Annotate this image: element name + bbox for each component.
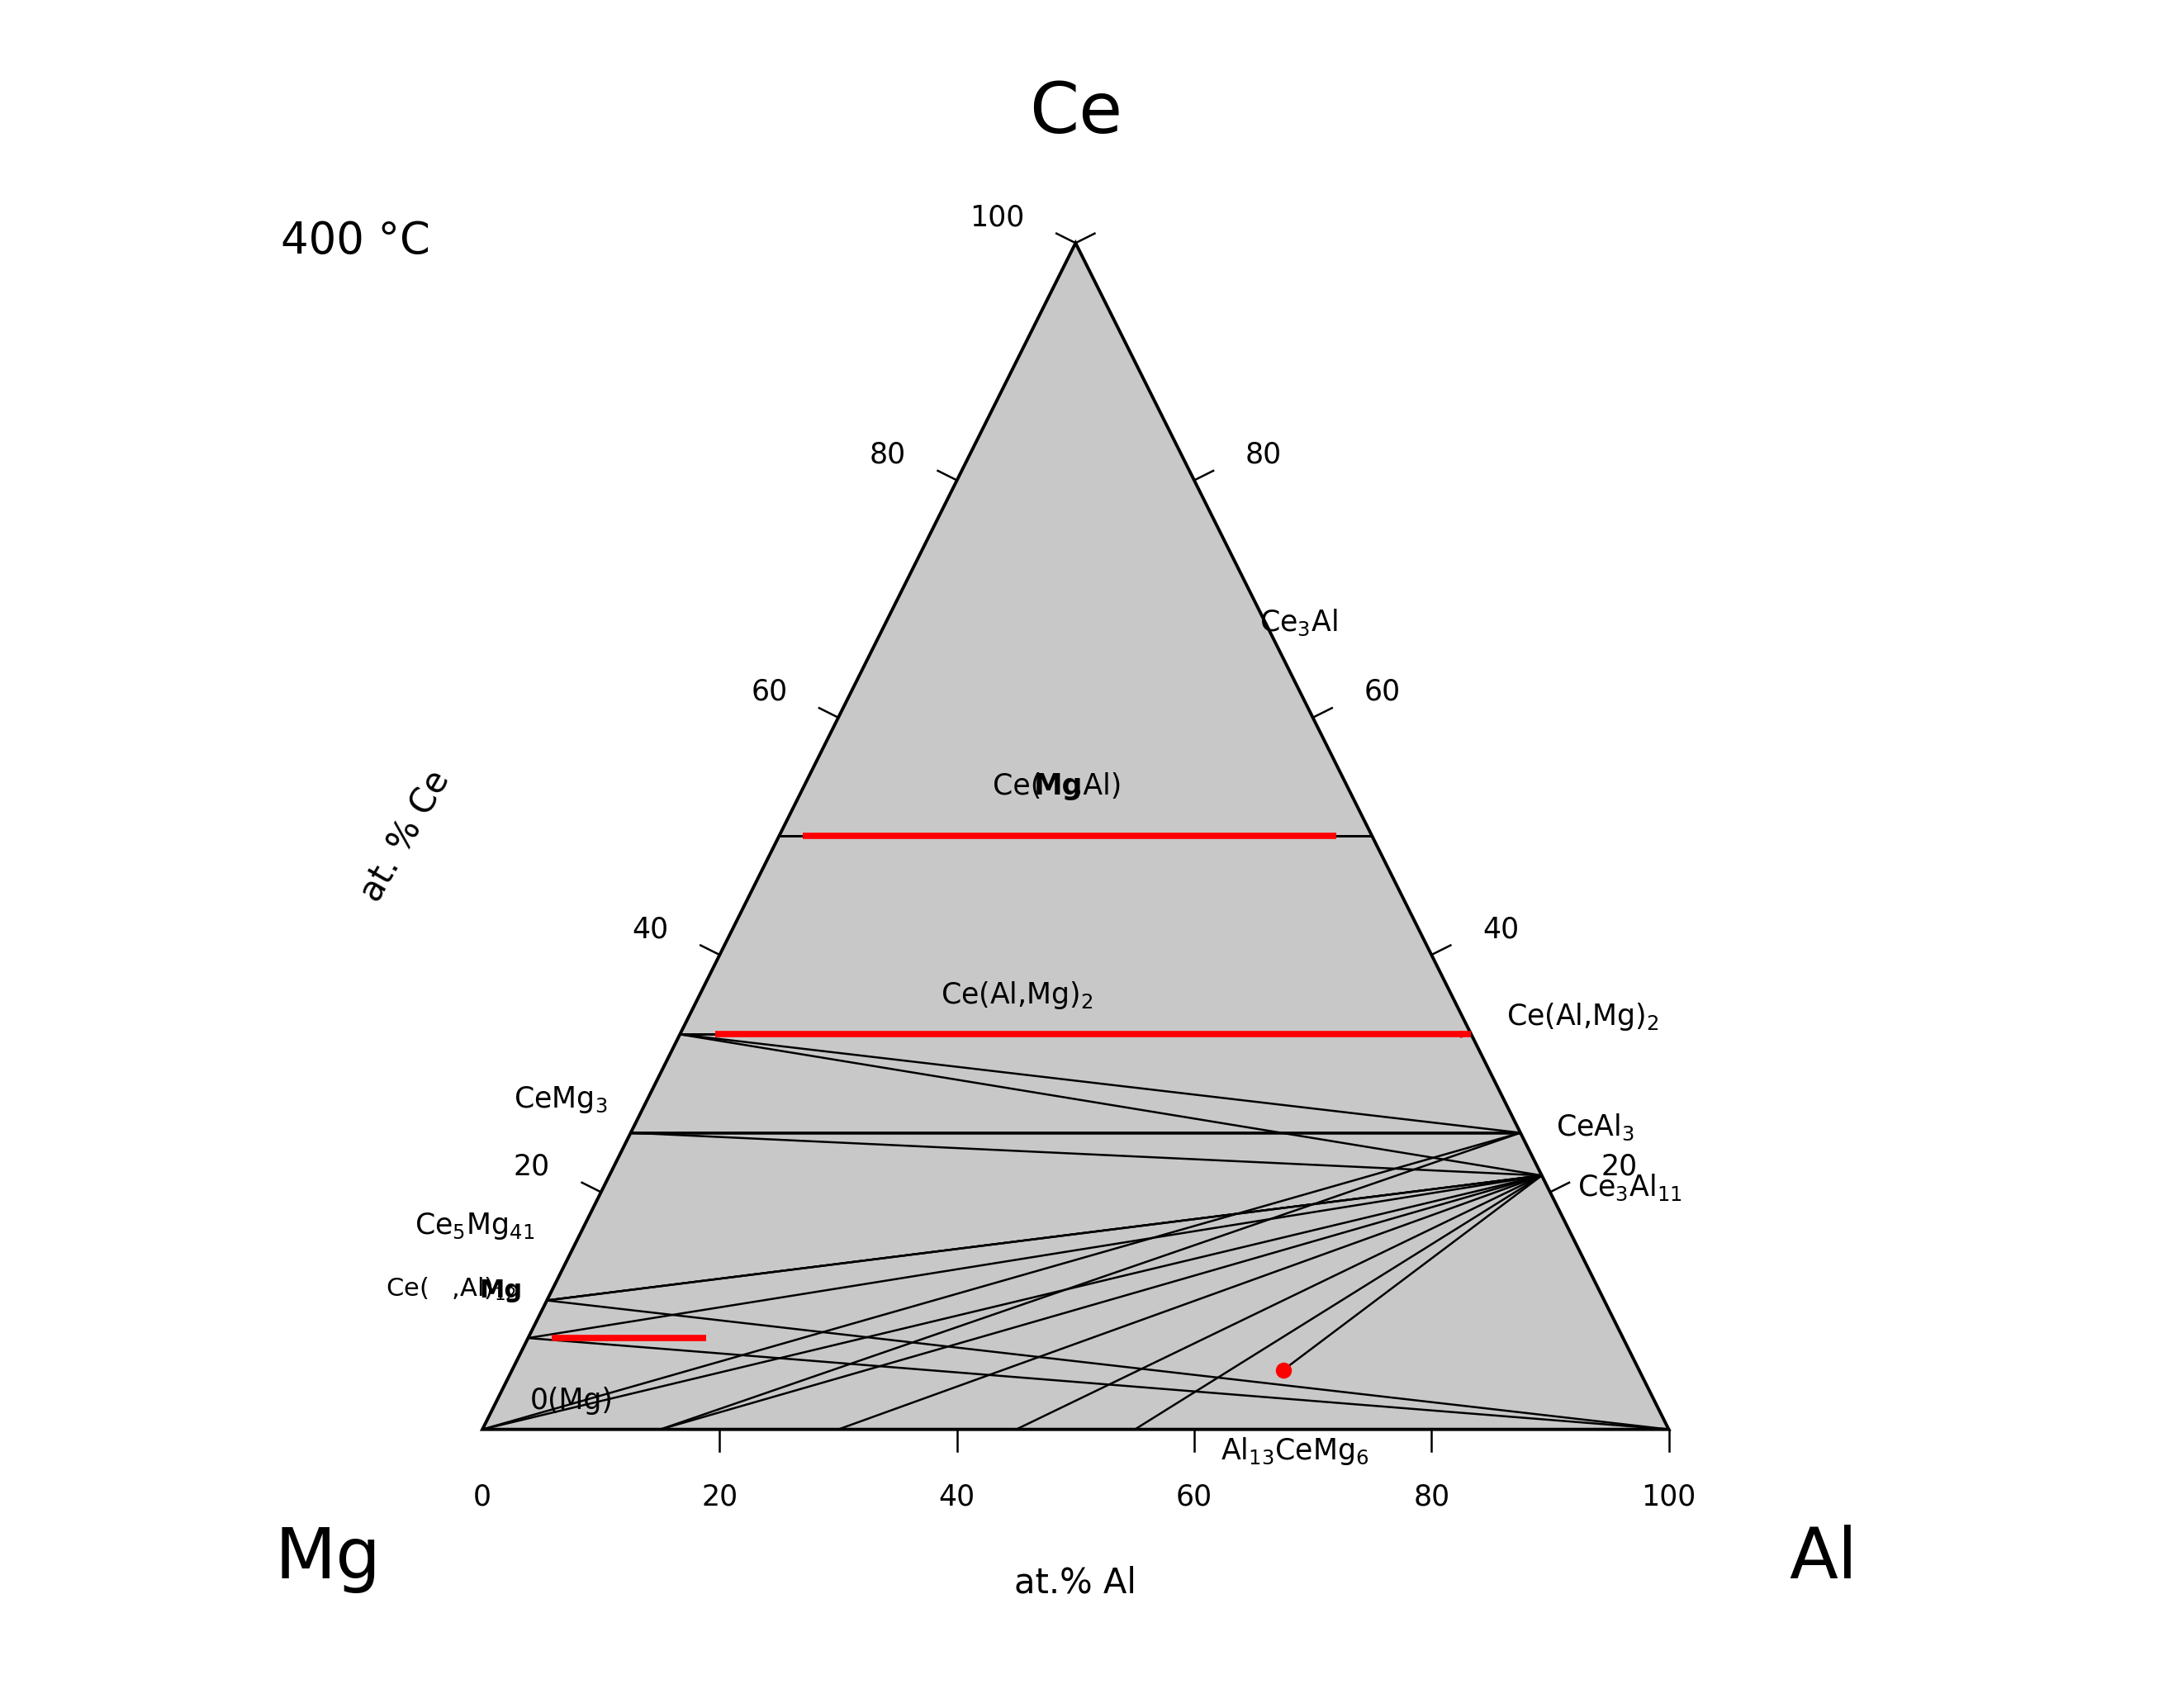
- Text: Ce$_5$Mg$_{41}$: Ce$_5$Mg$_{41}$: [415, 1211, 534, 1242]
- Text: Al: Al: [1789, 1524, 1858, 1594]
- Polygon shape: [632, 1035, 1521, 1132]
- Text: 20: 20: [1601, 1153, 1637, 1180]
- Text: 0(Mg): 0(Mg): [530, 1387, 612, 1416]
- Text: 20: 20: [701, 1483, 738, 1512]
- Text: at.% Al: at.% Al: [1014, 1566, 1136, 1600]
- Text: 60: 60: [1363, 678, 1399, 705]
- Polygon shape: [779, 243, 1371, 837]
- Polygon shape: [928, 243, 1224, 540]
- Text: CeMg$_3$: CeMg$_3$: [513, 1085, 608, 1115]
- Text: CeAl$_3$: CeAl$_3$: [1555, 1112, 1635, 1143]
- Text: 20: 20: [513, 1153, 549, 1180]
- Text: 80: 80: [1246, 441, 1280, 470]
- Text: Ce$_3$Al: Ce$_3$Al: [1259, 608, 1337, 637]
- Text: at. % Ce: at. % Ce: [355, 765, 456, 907]
- Text: Ce(     ,Al): Ce( ,Al): [993, 772, 1123, 801]
- Text: Ce(Al,Mg)$_2$: Ce(Al,Mg)$_2$: [941, 979, 1092, 1011]
- Text: 40: 40: [1482, 915, 1518, 943]
- Text: 100: 100: [969, 203, 1025, 232]
- Text: 80: 80: [870, 441, 906, 470]
- Text: Al$_{13}$CeMg$_6$: Al$_{13}$CeMg$_6$: [1220, 1435, 1369, 1467]
- Text: 60: 60: [1177, 1483, 1213, 1512]
- Text: 80: 80: [1412, 1483, 1449, 1512]
- Polygon shape: [679, 837, 1471, 1035]
- Text: Mg: Mg: [275, 1524, 381, 1594]
- Text: Ce$_3$Al$_{11}$: Ce$_3$Al$_{11}$: [1577, 1172, 1683, 1202]
- Text: Ce(    ,Al)$_{12}$: Ce( ,Al)$_{12}$: [385, 1276, 517, 1303]
- Text: 0: 0: [474, 1483, 491, 1512]
- Text: Ce(Al,Mg)$_2$: Ce(Al,Mg)$_2$: [1508, 1001, 1659, 1032]
- Text: Mg: Mg: [478, 1279, 521, 1303]
- Text: Mg: Mg: [1034, 772, 1084, 801]
- Text: 100: 100: [1642, 1483, 1696, 1512]
- Text: Ce: Ce: [1030, 80, 1123, 149]
- Text: 60: 60: [751, 678, 787, 705]
- Text: 40: 40: [632, 915, 668, 943]
- Text: 40: 40: [939, 1483, 976, 1512]
- Text: 400 °C: 400 °C: [281, 219, 430, 263]
- Polygon shape: [482, 1175, 1668, 1430]
- Polygon shape: [547, 1132, 1542, 1300]
